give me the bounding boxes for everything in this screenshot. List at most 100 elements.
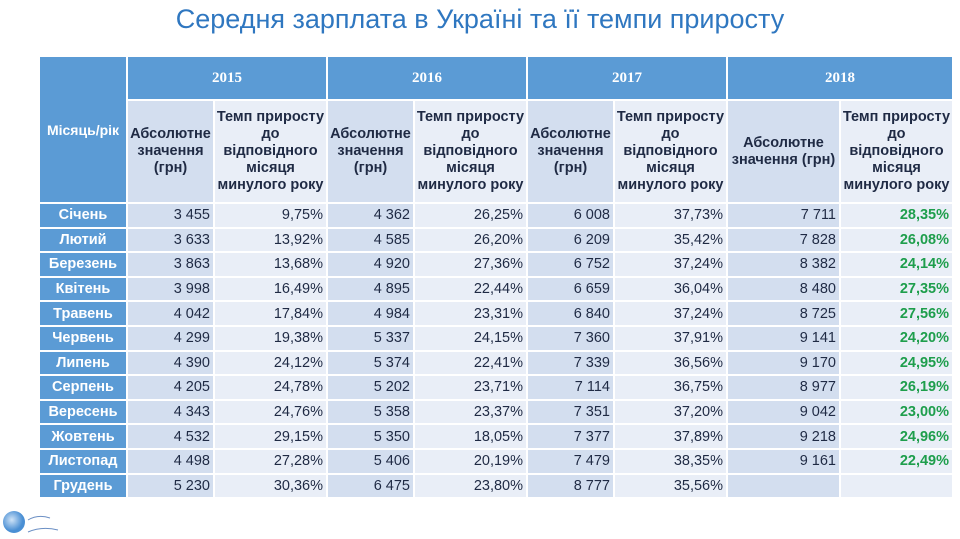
growth-rate-cell: 37,73% — [615, 204, 726, 227]
month-cell: Лютий — [40, 228, 126, 252]
table-row: Вересень 4 343 24,76% 5 358 23,37% 7 351 37,20… — [40, 400, 952, 424]
abs-value-cell: 4 042 — [128, 302, 213, 325]
growth-rate-cell: 23,37% — [415, 400, 526, 424]
table-row: Серпень 4 205 24,78% 5 202 23,71% 7 114 36,75%… — [40, 376, 952, 399]
abs-value-cell: 6 475 — [328, 474, 413, 498]
growth-rate-cell: 28,35% — [841, 204, 952, 227]
page-title: Середня зарплата в Україні та її темпи п… — [175, 4, 785, 34]
month-cell: Червень — [40, 326, 126, 350]
abs-value-cell: 7 479 — [528, 449, 613, 473]
abs-value-cell: 6 008 — [528, 204, 613, 227]
growth-rate-cell: 22,49% — [841, 449, 952, 473]
growth-rate-cell: 20,19% — [415, 449, 526, 473]
abs-value-cell: 4 362 — [328, 204, 413, 227]
abs-value-cell: 6 840 — [528, 302, 613, 325]
growth-rate-cell: 36,04% — [615, 277, 726, 301]
growth-rate-header-2016: Темп приросту до відповідного місяця мин… — [415, 101, 526, 202]
abs-value-cell: 7 114 — [528, 376, 613, 399]
growth-rate-cell: 18,05% — [415, 425, 526, 448]
year-header-2018: 2018 — [728, 57, 952, 99]
abs-value-cell — [728, 474, 839, 498]
abs-value-cell: 5 350 — [328, 425, 413, 448]
table-row: Липень 4 390 24,12% 5 374 22,41% 7 339 36,56% 9… — [40, 351, 952, 375]
growth-rate-cell: 24,78% — [215, 376, 326, 399]
abs-value-cell: 7 339 — [528, 351, 613, 375]
abs-value-header-2018: Абсолютне значення (грн) — [728, 101, 839, 202]
abs-value-cell: 7 711 — [728, 204, 839, 227]
growth-rate-header-2018: Темп приросту до відповідного місяця мин… — [841, 101, 952, 202]
abs-value-cell: 4 498 — [128, 449, 213, 473]
abs-value-cell: 5 374 — [328, 351, 413, 375]
growth-rate-cell: 27,35% — [841, 277, 952, 301]
abs-value-cell: 4 299 — [128, 326, 213, 350]
month-cell: Грудень — [40, 474, 126, 498]
abs-value-cell: 5 202 — [328, 376, 413, 399]
month-cell: Березень — [40, 253, 126, 276]
growth-rate-cell: 27,28% — [215, 449, 326, 473]
abs-value-cell: 8 725 — [728, 302, 839, 325]
month-cell: Листопад — [40, 449, 126, 473]
table-row: Лютий 3 633 13,92% 4 585 26,20% 6 209 35,42% 7 … — [40, 228, 952, 252]
month-cell: Жовтень — [40, 425, 126, 448]
growth-rate-cell: 24,20% — [841, 326, 952, 350]
table-row: Березень 3 863 13,68% 4 920 27,36% 6 752 37,24… — [40, 253, 952, 276]
table-row: Листопад 4 498 27,28% 5 406 20,19% 7 479 38,35… — [40, 449, 952, 473]
growth-rate-cell: 27,36% — [415, 253, 526, 276]
month-cell: Квітень — [40, 277, 126, 301]
abs-value-cell: 4 532 — [128, 425, 213, 448]
growth-rate-cell: 23,71% — [415, 376, 526, 399]
abs-value-cell: 4 343 — [128, 400, 213, 424]
growth-rate-header-2017: Темп приросту до відповідного місяця мин… — [615, 101, 726, 202]
abs-value-header-2017: Абсолютне значення (грн) — [528, 101, 613, 202]
abs-value-cell: 9 161 — [728, 449, 839, 473]
growth-rate-cell: 17,84% — [215, 302, 326, 325]
abs-value-cell: 8 480 — [728, 277, 839, 301]
abs-value-cell: 6 659 — [528, 277, 613, 301]
growth-rate-cell: 26,08% — [841, 228, 952, 252]
abs-value-cell: 9 141 — [728, 326, 839, 350]
growth-rate-cell: 26,25% — [415, 204, 526, 227]
growth-rate-cell: 13,92% — [215, 228, 326, 252]
growth-rate-cell: 35,42% — [615, 228, 726, 252]
growth-rate-cell: 29,15% — [215, 425, 326, 448]
growth-rate-cell: 24,15% — [415, 326, 526, 350]
abs-value-header-2016: Абсолютне значення (грн) — [328, 101, 413, 202]
abs-value-cell: 4 920 — [328, 253, 413, 276]
month-cell: Січень — [40, 204, 126, 227]
growth-rate-cell: 24,96% — [841, 425, 952, 448]
growth-rate-cell: 24,14% — [841, 253, 952, 276]
abs-value-cell: 6 752 — [528, 253, 613, 276]
abs-value-cell: 9 042 — [728, 400, 839, 424]
growth-rate-cell: 24,95% — [841, 351, 952, 375]
growth-rate-cell: 30,36% — [215, 474, 326, 498]
growth-rate-header-2015: Темп приросту до відповідного місяця мин… — [215, 101, 326, 202]
abs-value-cell: 7 828 — [728, 228, 839, 252]
growth-rate-cell: 26,19% — [841, 376, 952, 399]
growth-rate-cell: 24,12% — [215, 351, 326, 375]
table-row: Червень 4 299 19,38% 5 337 24,15% 7 360 37,91%… — [40, 326, 952, 350]
growth-rate-cell: 19,38% — [215, 326, 326, 350]
abs-value-cell: 8 777 — [528, 474, 613, 498]
growth-rate-cell: 23,00% — [841, 400, 952, 424]
month-cell: Серпень — [40, 376, 126, 399]
month-cell: Липень — [40, 351, 126, 375]
month-year-header: Місяць/рік — [40, 57, 126, 202]
abs-value-cell: 7 351 — [528, 400, 613, 424]
month-cell: Вересень — [40, 400, 126, 424]
abs-value-cell: 9 218 — [728, 425, 839, 448]
growth-rate-cell: 35,56% — [615, 474, 726, 498]
abs-value-cell: 7 360 — [528, 326, 613, 350]
year-header-2017: 2017 — [528, 57, 726, 99]
table-row: Січень 3 455 9,75% 4 362 26,25% 6 008 37,73% 7 … — [40, 204, 952, 227]
growth-rate-cell: 23,80% — [415, 474, 526, 498]
growth-rate-cell: 37,89% — [615, 425, 726, 448]
table-row: Грудень 5 230 30,36% 6 475 23,80% 8 777 35,56% — [40, 474, 952, 498]
year-header-2015: 2015 — [128, 57, 326, 99]
abs-value-cell: 4 585 — [328, 228, 413, 252]
growth-rate-cell: 16,49% — [215, 277, 326, 301]
table-row: Травень 4 042 17,84% 4 984 23,31% 6 840 37,24%… — [40, 302, 952, 325]
growth-rate-cell: 27,56% — [841, 302, 952, 325]
abs-value-cell: 3 998 — [128, 277, 213, 301]
growth-rate-cell: 36,56% — [615, 351, 726, 375]
abs-value-cell: 8 382 — [728, 253, 839, 276]
